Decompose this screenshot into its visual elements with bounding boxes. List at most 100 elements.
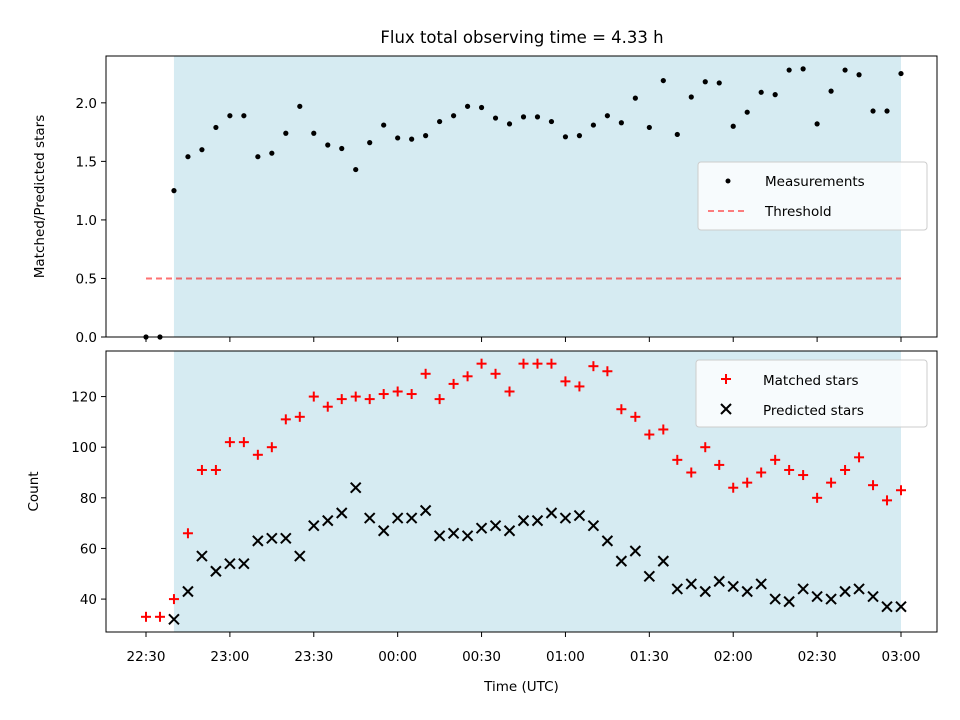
matched-point [462,371,473,382]
matched-point [644,429,655,440]
matched-point [714,459,725,470]
predicted-point [853,583,865,595]
predicted-point [769,593,781,605]
top-legend-box [697,161,928,231]
measurement-point [814,121,820,127]
measurement-point [423,133,429,139]
measurement-point [576,133,583,139]
measurement-point [786,67,792,73]
predicted-point [839,585,851,598]
measurement-point [898,70,904,77]
measurement-point [213,124,219,131]
measurement-point [520,114,527,120]
matched-point [672,454,683,465]
bottom-y-axis-label: Count [26,471,42,511]
chart-title: Flux total observing time = 4.33 h [380,28,663,47]
matched-point [266,442,277,453]
predicted-point [517,514,530,527]
bottom-panel: 40 60 80 100 120 22:30 23:00 23:30 00:00 00:30 01… [26,350,938,695]
matched-point [182,528,193,539]
matched-point [700,442,711,453]
measurement-point [562,134,569,140]
matched-point [602,366,613,377]
measurement-point [339,145,345,152]
measurement-point [632,95,638,101]
predicted-point [699,585,711,598]
bottom-legend: Matched stars Predicted stars [695,359,928,428]
matched-point [210,464,221,475]
measurement-point [409,136,415,142]
predicted-point [280,532,292,545]
measurement-point [870,108,876,114]
measurement-point [604,113,610,119]
measurement-point [464,103,471,109]
measurement-point [297,103,303,109]
matched-point [854,452,865,463]
matched-point [252,449,263,460]
matched-point [812,492,823,503]
predicted-point [224,557,236,570]
x-tick-label: 02:30 [798,649,837,665]
predicted-point [294,550,306,562]
predicted-point [657,555,670,567]
measurement-point [884,108,890,114]
bottom-y-tick-label: 60 [80,541,97,557]
measurement-point [856,72,862,78]
matched-point [896,485,906,496]
predicted-point [881,600,893,613]
matched-point [686,467,697,478]
measurement-point [534,114,541,120]
measurement-point [185,154,191,160]
measurement-point [227,113,233,119]
measurement-point [311,130,317,136]
predicted-point [867,590,879,603]
matched-point [476,358,487,369]
matched-point [504,386,515,397]
legend-threshold-label: Threshold [764,204,832,220]
x-tick-label: 22:30 [127,649,166,665]
matched-point [238,437,249,448]
matched-point [756,467,767,478]
matched-point [448,378,459,389]
measurement-point [730,123,736,129]
predicted-point [727,580,739,593]
measurement-point [758,89,764,95]
matched-point [728,482,739,493]
measurement-point [353,166,359,173]
matched-point [532,358,543,369]
matched-point [364,394,375,405]
matched-point [490,368,501,379]
matched-point [280,414,291,425]
predicted-point [489,519,502,532]
top-y-tick-label: 1.5 [76,154,97,170]
measurement-point [506,121,513,127]
top-legend: Measurements Threshold [697,161,928,231]
measurement-point [381,122,387,128]
predicted-point [755,578,767,590]
predicted-point [475,522,488,534]
predicted-point [573,509,586,522]
bottom-axes-frame [105,350,938,633]
predicted-point [783,595,795,608]
measurement-point [646,124,652,131]
predicted-point [210,565,222,577]
matched-point [868,480,879,491]
matched-point [658,424,669,435]
predicted-point [266,532,278,545]
measurement-point [688,94,694,100]
measurement-point [437,118,443,125]
matched-point [294,411,305,422]
measurement-point [744,109,750,115]
x-tick-label: 01:00 [546,649,585,665]
predicted-point [419,504,432,517]
matched-point [154,611,165,622]
top-axes-frame [105,55,938,338]
measurement-point [842,67,848,73]
measurement-point [492,115,499,121]
predicted-point [252,535,264,547]
matched-point [434,394,445,405]
top-panel: 0.00.51.01.52.0 Matched/Predicted stars … [32,55,938,346]
predicted-point [895,600,907,613]
predicted-point [825,593,837,605]
measurement-point [800,66,806,72]
